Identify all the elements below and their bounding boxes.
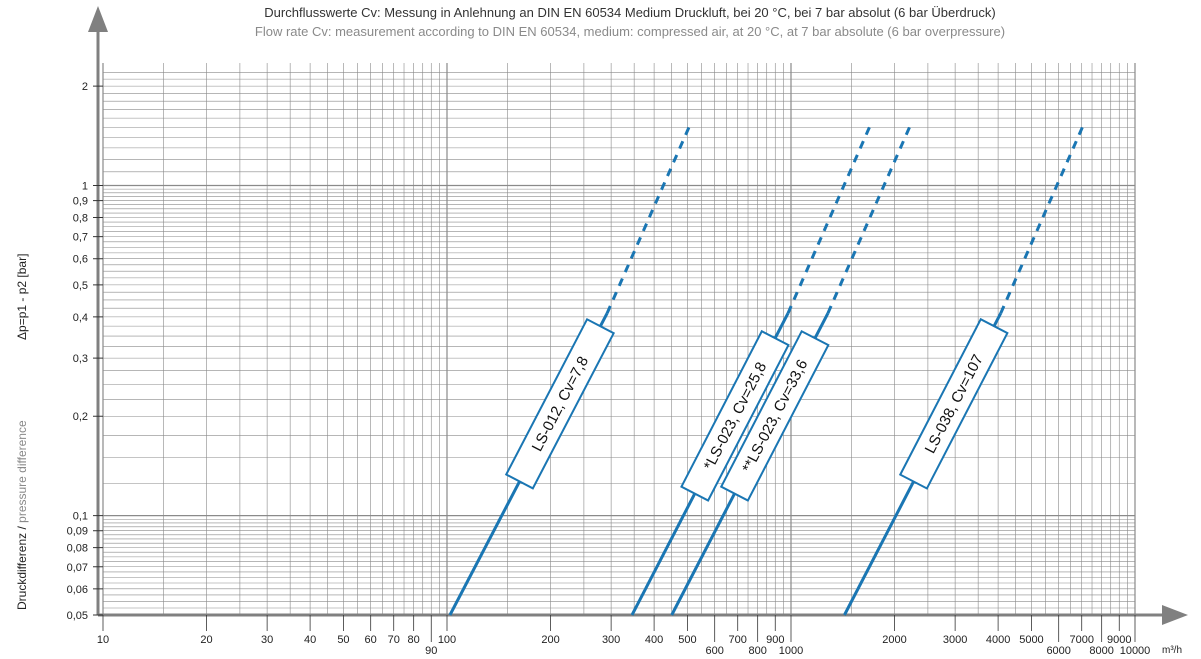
y-tick-label: 0,3 [73, 353, 88, 365]
y-axis-label: Druckdifferenz / pressure difference [15, 420, 29, 610]
x-axis-arrow [1162, 605, 1188, 625]
y-axis-arrow [88, 6, 108, 32]
x-tick-label: 800 [748, 645, 766, 657]
x-tick-label: 400 [645, 634, 663, 646]
y-tick-label: 0,9 [73, 196, 88, 208]
x-tick-label: 700 [729, 634, 747, 646]
y-tick-label: 0,09 [67, 526, 88, 538]
y-tick-label: 0,06 [67, 584, 88, 596]
x-tick-label: 200 [541, 634, 559, 646]
series-label-box [504, 317, 616, 490]
x-tick-label: 20 [200, 634, 212, 646]
grid [102, 63, 1136, 616]
x-tick-label: 2000 [882, 634, 906, 646]
y-tick-label: 0,05 [67, 610, 88, 622]
y-axis-label-de: Druckdifferenz / [15, 523, 29, 610]
x-tick-label: 10 [97, 634, 109, 646]
series-line-dashed [826, 126, 911, 314]
y-axis-label-en: pressure difference [15, 420, 29, 523]
y-tick-label: 0,4 [73, 312, 88, 324]
x-tick-label: 9000 [1107, 634, 1131, 646]
y-tick-label: 0,08 [67, 543, 88, 555]
x-tick-label: 7000 [1069, 634, 1093, 646]
y-tick-label: 1 [82, 180, 88, 192]
x-tick-label: 5000 [1019, 634, 1043, 646]
x-tick-label: 80 [408, 634, 420, 646]
chart-title-de: Durchflusswerte Cv: Messung in Anlehnung… [264, 5, 995, 20]
x-tick-label: 900 [766, 634, 784, 646]
y-tick-label: 0,5 [73, 280, 88, 292]
series-label: LS-012, Cv=7,8 [504, 317, 616, 490]
y-tick-label: 0,07 [67, 562, 88, 574]
x-tick-labels: 10 20 30 40 50 60 70 80 100 200 300 400 500 700 900 200… [97, 615, 1150, 657]
x-tick-label: 60 [365, 634, 377, 646]
series-label-box [680, 329, 790, 502]
series-line-dashed [605, 126, 691, 314]
y-tick-label: 0,7 [73, 232, 88, 244]
x-tick-label: 8000 [1089, 645, 1113, 657]
y-tick-label: 0,6 [73, 254, 88, 266]
chart-title-en: Flow rate Cv: measurement according to D… [255, 24, 1005, 39]
series-line-dashed [999, 126, 1084, 314]
x-tick-label: 6000 [1046, 645, 1070, 657]
x-tick-label: 500 [678, 634, 696, 646]
y-tick-labels: 0,05 0,06 0,07 0,08 0,09 0,1 0,2 0,3 0,4 0,5 0,6 0,… [67, 81, 103, 622]
y-axis-formula: Δp=p1 - p2 [bar] [15, 254, 29, 340]
x-tick-label: 1000 [779, 645, 803, 657]
x-tick-label: 300 [602, 634, 620, 646]
x-tick-label: 30 [261, 634, 273, 646]
x-tick-label: 3000 [943, 634, 967, 646]
series-label-box [719, 329, 830, 502]
x-tick-label: 100 [438, 634, 456, 646]
y-tick-label: 0,1 [73, 511, 88, 523]
x-tick-label: 600 [706, 645, 724, 657]
x-tick-label: 4000 [986, 634, 1010, 646]
series-label-box [898, 317, 1009, 490]
x-tick-label: 70 [388, 634, 400, 646]
x-tick-label: 50 [337, 634, 349, 646]
x-tick-label: 90 [425, 645, 437, 657]
y-tick-label: 2 [82, 81, 88, 93]
series-label-text: LS-038, Cv=107 [922, 352, 987, 456]
series-label: LS-038, Cv=107 [898, 317, 1009, 490]
y-tick-label: 0,2 [73, 411, 88, 423]
y-tick-label: 0,8 [73, 212, 88, 224]
series-line-dashed [786, 126, 871, 314]
x-tick-label: 40 [304, 634, 316, 646]
x-unit-label: m³/h [1162, 645, 1182, 656]
axes [88, 6, 1188, 625]
x-tick-label: 10000 [1120, 645, 1151, 657]
